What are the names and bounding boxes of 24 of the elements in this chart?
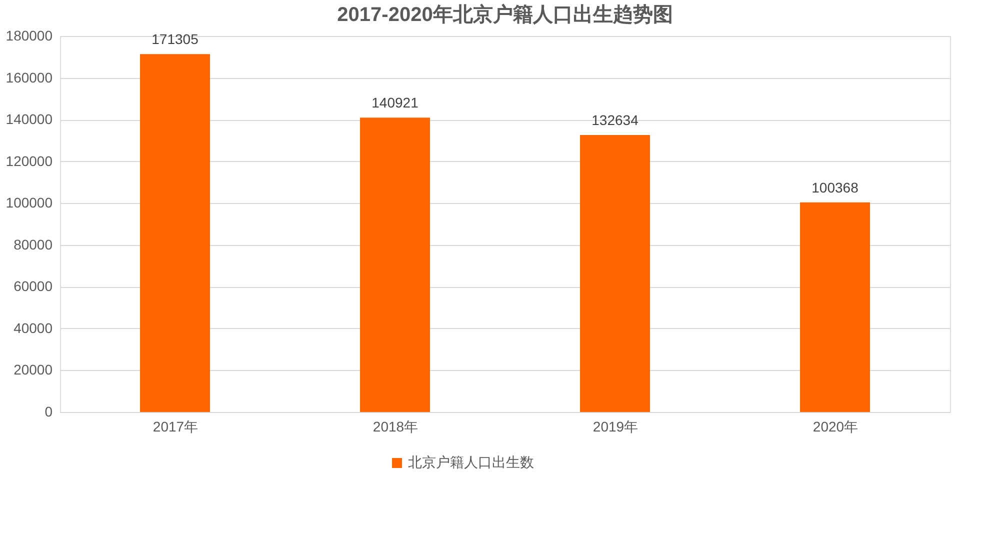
y-tick-label: 80000 — [14, 236, 53, 252]
bar — [140, 54, 210, 412]
bar — [360, 118, 430, 412]
x-tick-label: 2017年 — [152, 418, 198, 434]
data-label: 140921 — [372, 94, 419, 111]
x-tick-label: 2019年 — [592, 418, 638, 434]
data-label: 171305 — [152, 31, 199, 48]
bar — [580, 134, 650, 412]
y-tick-label: 180000 — [6, 28, 53, 44]
y-tick-label: 0 — [44, 404, 53, 420]
y-tick-label: 160000 — [6, 69, 53, 86]
data-label: 100368 — [812, 179, 859, 196]
legend-label: 北京户籍人口出生数 — [408, 454, 534, 470]
chart-title: 2017-2020年北京户籍人口出生趋势图 — [337, 3, 673, 26]
x-tick-label: 2018年 — [372, 418, 418, 434]
y-tick-label: 40000 — [14, 320, 53, 336]
y-tick-label: 100000 — [6, 194, 53, 211]
y-tick-label: 20000 — [14, 362, 53, 378]
y-tick-label: 60000 — [14, 278, 53, 294]
data-label: 132634 — [592, 112, 639, 128]
x-tick-label: 2020年 — [812, 418, 858, 434]
y-tick-label: 140000 — [6, 111, 53, 128]
bar — [800, 202, 870, 412]
y-tick-label: 120000 — [6, 152, 53, 169]
